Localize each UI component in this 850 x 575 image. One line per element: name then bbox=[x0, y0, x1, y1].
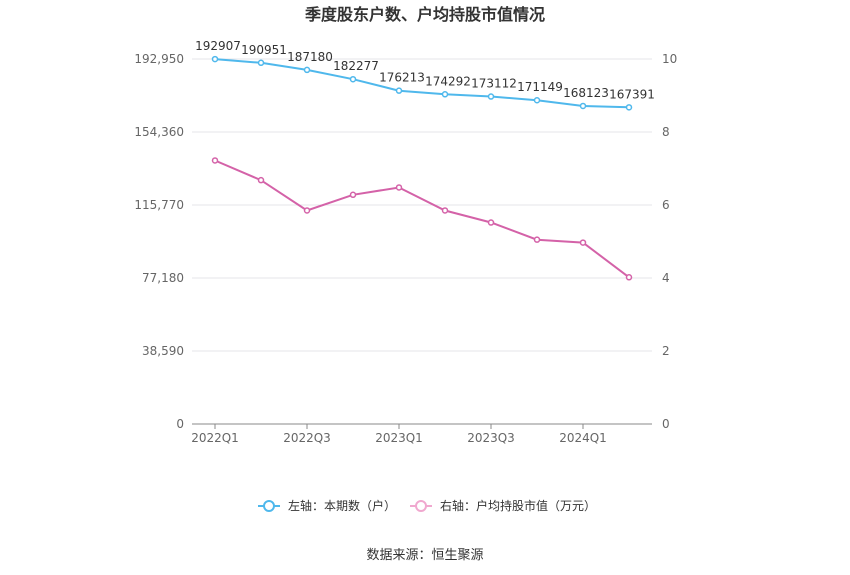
data-point[interactable] bbox=[487, 93, 495, 100]
left-tick-label: 115,770 bbox=[134, 198, 184, 212]
legend[interactable]: 左轴：本期数（户） 右轴：户均持股市值（万元） bbox=[258, 498, 596, 513]
series-line-2 bbox=[214, 159, 630, 279]
x-tick-label: 2024Q1 bbox=[559, 431, 607, 445]
data-label: 174292 bbox=[425, 74, 471, 88]
data-point[interactable] bbox=[579, 239, 587, 246]
data-point[interactable] bbox=[441, 207, 449, 214]
data-point[interactable] bbox=[349, 191, 357, 199]
chart-title: 季度股东户数、户均持股市值情况 bbox=[304, 5, 545, 24]
data-point[interactable] bbox=[625, 274, 633, 281]
right-tick-label: 10 bbox=[662, 52, 677, 66]
data-label: 187180 bbox=[287, 50, 333, 64]
series-line-1 bbox=[214, 58, 630, 109]
data-label: 192907 bbox=[195, 39, 241, 53]
left-tick-label: 192,950 bbox=[134, 52, 184, 66]
data-point[interactable] bbox=[211, 55, 219, 63]
data-point[interactable] bbox=[487, 219, 495, 226]
data-label: 167391 bbox=[609, 87, 655, 101]
left-tick-label: 154,360 bbox=[134, 125, 184, 139]
data-point[interactable] bbox=[211, 157, 219, 164]
data-label: 182277 bbox=[333, 59, 379, 73]
legend-marker-icon bbox=[415, 500, 427, 512]
right-tick-label: 0 bbox=[662, 417, 670, 431]
data-point[interactable] bbox=[395, 184, 403, 191]
data-point[interactable] bbox=[257, 59, 265, 67]
grid-lines bbox=[192, 58, 652, 352]
legend-label: 右轴：户均持股市值（万元） bbox=[440, 498, 596, 513]
x-tick-label: 2023Q1 bbox=[375, 431, 423, 445]
right-tick-label: 4 bbox=[662, 271, 670, 285]
data-label: 168123 bbox=[563, 86, 609, 100]
data-point[interactable] bbox=[441, 91, 449, 98]
right-tick-label: 2 bbox=[662, 344, 670, 358]
data-point[interactable] bbox=[625, 104, 633, 111]
data-label: 176213 bbox=[379, 71, 425, 85]
data-point[interactable] bbox=[257, 176, 265, 184]
left-tick-label: 77,180 bbox=[142, 271, 184, 285]
data-label: 173112 bbox=[471, 77, 517, 91]
legend-label: 左轴：本期数（户） bbox=[288, 498, 396, 513]
data-label: 171149 bbox=[517, 80, 563, 94]
legend-marker-icon bbox=[263, 500, 275, 512]
right-axis: 0 2 4 6 8 10 bbox=[662, 52, 677, 431]
x-tick-label: 2022Q1 bbox=[191, 431, 239, 445]
data-point[interactable] bbox=[579, 102, 587, 110]
data-label: 190951 bbox=[241, 43, 287, 57]
left-tick-label: 38,590 bbox=[142, 344, 184, 358]
legend-item-1[interactable]: 左轴：本期数（户） bbox=[258, 498, 396, 513]
right-tick-label: 6 bbox=[662, 198, 670, 212]
x-tick-label: 2023Q3 bbox=[467, 431, 515, 445]
left-tick-label: 0 bbox=[176, 417, 184, 431]
data-point[interactable] bbox=[349, 75, 357, 83]
data-point[interactable] bbox=[303, 207, 311, 214]
right-tick-label: 8 bbox=[662, 125, 670, 139]
legend-item-2[interactable]: 右轴：户均持股市值（万元） bbox=[410, 498, 596, 513]
x-tick-label: 2022Q3 bbox=[283, 431, 331, 445]
left-axis: 0 38,590 77,180 115,770 154,360 192,950 bbox=[134, 52, 184, 431]
data-point[interactable] bbox=[395, 87, 403, 94]
data-source: 数据来源：恒生聚源 bbox=[366, 548, 483, 563]
x-axis: 2022Q1 2022Q3 2023Q1 2023Q3 2024Q1 bbox=[191, 423, 652, 445]
data-point[interactable] bbox=[303, 66, 311, 74]
data-point[interactable] bbox=[533, 96, 541, 104]
data-point[interactable] bbox=[533, 236, 541, 243]
